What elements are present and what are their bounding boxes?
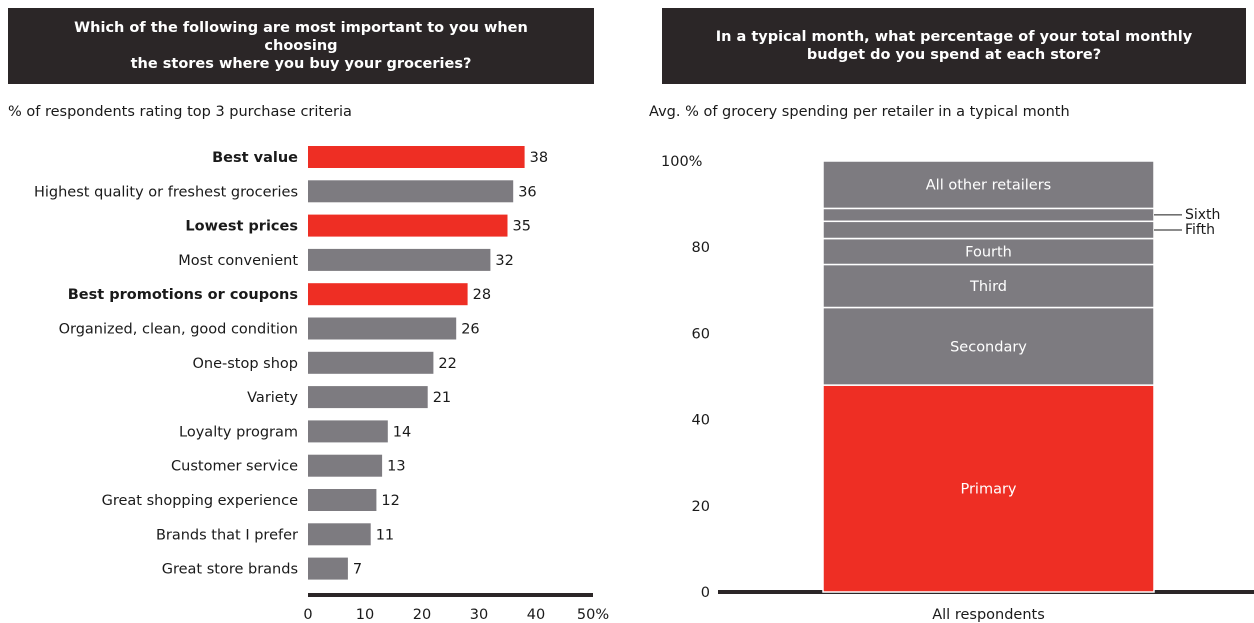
category-label: Great shopping experience xyxy=(102,493,298,509)
y-tick-label: 100% xyxy=(661,154,702,170)
left-question-header: Which of the following are most importan… xyxy=(8,8,594,84)
bar xyxy=(308,386,428,409)
category-label: Loyalty program xyxy=(179,424,298,440)
stack-segment xyxy=(822,220,1155,240)
bar xyxy=(308,248,491,271)
stack-segment xyxy=(822,263,1155,309)
category-label: Lowest prices xyxy=(185,219,298,235)
value-label: 22 xyxy=(438,356,456,372)
segment-label: Sixth xyxy=(1185,207,1220,223)
category-label: Best promotions or coupons xyxy=(68,287,298,303)
value-label: 13 xyxy=(387,459,405,475)
x-tick-label: 40 xyxy=(527,607,545,623)
segment-label: Third xyxy=(969,279,1007,295)
value-label: 26 xyxy=(461,322,479,338)
value-label: 14 xyxy=(393,424,411,440)
segment-label: Primary xyxy=(960,482,1016,498)
value-label: 38 xyxy=(530,150,548,166)
category-label: Variety xyxy=(247,390,298,406)
category-label: Great store brands xyxy=(162,562,298,578)
bar xyxy=(308,180,514,203)
y-tick-label: 20 xyxy=(692,499,710,515)
category-label: Best value xyxy=(212,150,298,166)
right-question-text: In a typical month, what percentage of y… xyxy=(715,29,1193,63)
y-tick-label: 40 xyxy=(692,413,710,429)
segment-label: Fifth xyxy=(1185,222,1215,238)
left-subtitle: % of respondents rating top 3 purchase c… xyxy=(8,104,352,120)
bar xyxy=(308,489,377,511)
stack-segment xyxy=(822,306,1155,386)
bar xyxy=(308,214,508,237)
x-tick-label: 10 xyxy=(356,607,374,623)
category-label: Highest quality or freshest groceries xyxy=(34,184,298,200)
value-label: 12 xyxy=(381,493,399,509)
category-label: Most convenient xyxy=(178,253,298,269)
y-tick-label: 80 xyxy=(692,240,710,256)
segment-label: All other retailers xyxy=(926,178,1051,194)
category-label: Organized, clean, good condition xyxy=(59,322,298,338)
x-tick-label: 0 xyxy=(303,607,312,623)
bar xyxy=(308,557,348,580)
stack-segment xyxy=(822,207,1155,223)
category-label: Brands that I prefer xyxy=(156,527,298,543)
x-tick-label: 20 xyxy=(413,607,431,623)
category-label: Customer service xyxy=(171,459,298,475)
value-label: 36 xyxy=(518,184,536,200)
stack-segment xyxy=(822,237,1155,266)
value-label: 32 xyxy=(495,253,513,269)
y-tick-label: 60 xyxy=(692,326,710,342)
stack-segment xyxy=(822,384,1155,593)
x-tick-label: 50% xyxy=(577,607,609,623)
bar xyxy=(308,146,525,168)
bar xyxy=(308,351,434,374)
stack-segment xyxy=(822,160,1155,210)
value-label: 7 xyxy=(353,562,362,578)
category-label: One-stop shop xyxy=(192,356,298,372)
value-label: 35 xyxy=(513,219,531,235)
bar xyxy=(308,317,457,340)
bar xyxy=(308,283,468,306)
value-label: 28 xyxy=(473,287,491,303)
segment-label: Fourth xyxy=(965,245,1012,261)
value-label: 11 xyxy=(376,527,394,543)
bar xyxy=(308,454,383,477)
y-tick-label: 0 xyxy=(701,585,710,601)
x-category-label: All respondents xyxy=(932,607,1045,623)
segment-label: Secondary xyxy=(950,339,1027,355)
value-label: 21 xyxy=(433,390,451,406)
bar xyxy=(308,523,371,546)
left-question-text: Which of the following are most importan… xyxy=(74,20,528,72)
right-question-header: In a typical month, what percentage of y… xyxy=(662,8,1246,84)
bar xyxy=(308,420,388,443)
right-subtitle: Avg. % of grocery spending per retailer … xyxy=(649,104,1070,120)
x-tick-label: 30 xyxy=(470,607,488,623)
